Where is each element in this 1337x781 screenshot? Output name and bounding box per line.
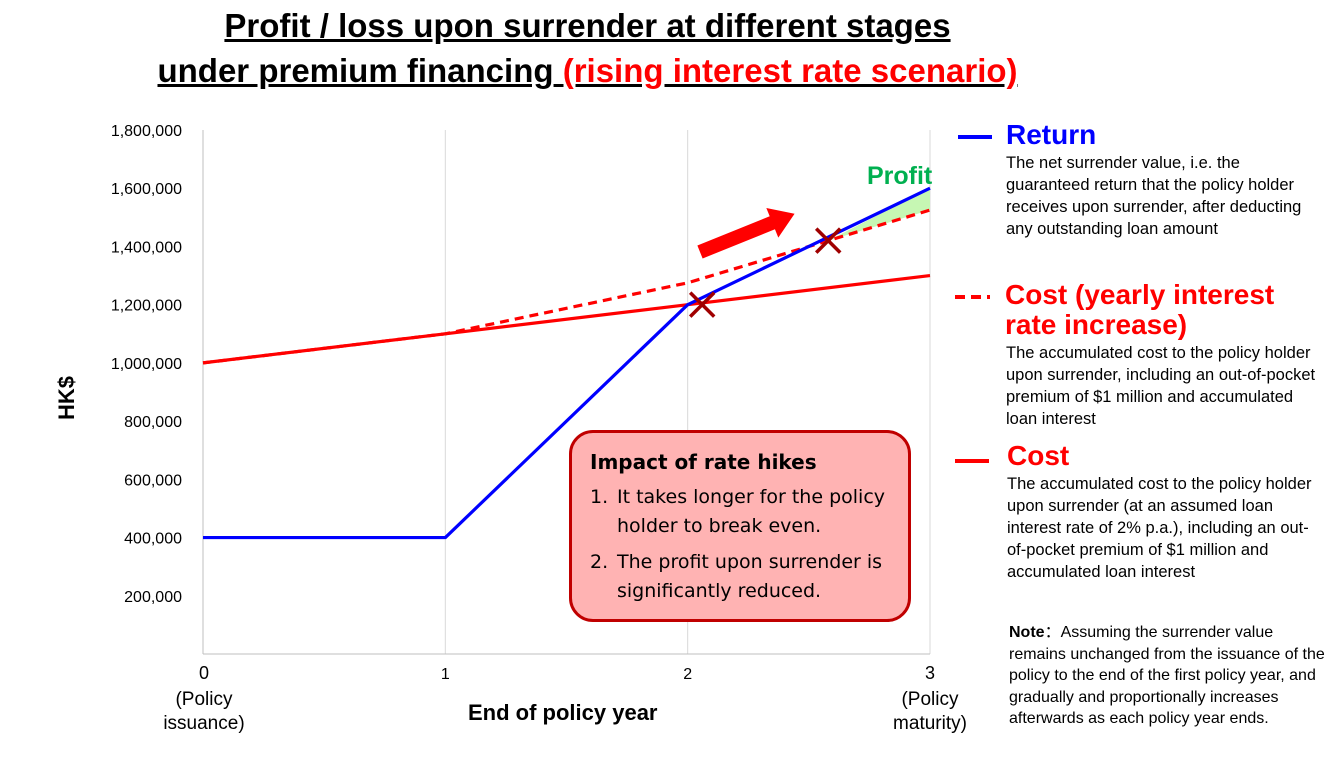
- legend-label-return: Return: [1006, 119, 1097, 150]
- y-axis-title: HK$: [54, 376, 79, 421]
- chart-title-scenario: (rising interest rate scenario): [553, 52, 1018, 89]
- y-tick-label: 1,600,000: [111, 181, 182, 198]
- x-axis-title: End of policy year: [468, 700, 658, 725]
- footnote-separator: ：: [1044, 624, 1061, 641]
- footnote-label: Note: [1009, 624, 1045, 641]
- legend-desc-cost-rising: The accumulated cost to the policy holde…: [1006, 344, 1316, 428]
- callout-item: 2. The profit upon surrender is signific…: [590, 548, 890, 606]
- callout-item-text: It takes longer for the policy holder to…: [617, 486, 886, 537]
- y-tick-label: 600,000: [124, 472, 182, 489]
- footnote: Note：Assuming the surrender value remain…: [1009, 622, 1329, 730]
- y-tick-label: 200,000: [124, 589, 182, 606]
- x-tick-sublabel-3: (Policy maturity): [893, 689, 967, 734]
- callout-title: Impact of rate hikes: [590, 450, 817, 474]
- legend-label-cost: Cost: [1007, 440, 1070, 471]
- x-tick-label: 1: [441, 666, 450, 683]
- x-tick-label: 0: [199, 663, 209, 683]
- y-tick-label: 1,000,000: [111, 356, 182, 373]
- trend-arrow-shape: [697, 207, 795, 259]
- callout-item-text: The profit upon surrender is significant…: [617, 551, 883, 602]
- y-tick-label: 800,000: [124, 414, 182, 431]
- crossover-marker: [688, 291, 716, 318]
- trend-arrow-icon: [697, 207, 795, 259]
- y-tick-label: 1,800,000: [111, 123, 182, 140]
- series-line-return: [203, 186, 931, 540]
- crossover-marker: [814, 227, 842, 254]
- profit-annotation: Profit: [867, 162, 933, 190]
- x-tick-label: 3: [925, 663, 935, 683]
- legend-label-cost-rising: Cost (yearly interest rate increase): [1005, 279, 1275, 340]
- x-tick-sublabel-0: (Policy issuance): [163, 689, 245, 734]
- y-tick-label: 1,200,000: [111, 298, 182, 315]
- footnote-text: Assuming the surrender value remains unc…: [1009, 624, 1325, 727]
- chart-title-main: under premium financing: [157, 52, 554, 89]
- callout-item-number: 1.: [590, 486, 609, 508]
- legend-desc-cost: The accumulated cost to the policy holde…: [1007, 475, 1312, 581]
- callout-item-number: 2.: [590, 551, 609, 573]
- y-tick-label: 1,400,000: [111, 239, 182, 256]
- legend-desc-return: The net surrender value, i.e. the guaran…: [1006, 154, 1302, 238]
- chart-title-line1: Profit / loss upon surrender at differen…: [224, 7, 951, 44]
- y-tick-label: 400,000: [124, 531, 182, 548]
- chart-title-line2: under premium financing (rising interest…: [0, 51, 1175, 91]
- x-tick-label: 2: [683, 666, 692, 683]
- callout-item: 1. It takes longer for the policy holder…: [590, 483, 890, 541]
- rate-hike-callout: Impact of rate hikes 1. It takes longer …: [569, 430, 911, 622]
